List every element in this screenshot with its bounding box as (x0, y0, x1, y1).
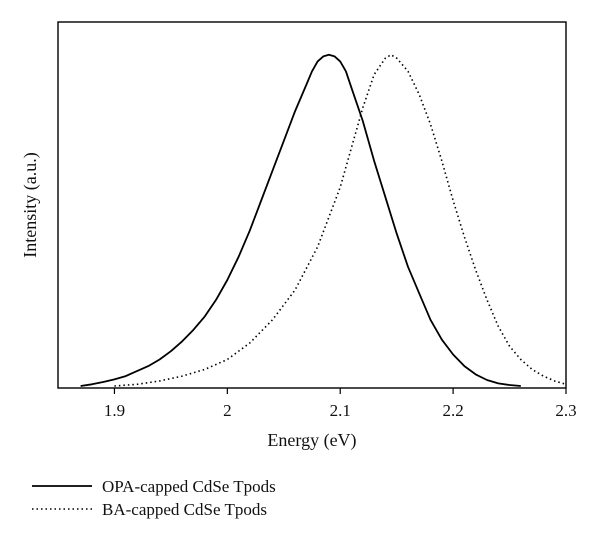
legend: OPA-capped CdSe Tpods BA-capped CdSe Tpod… (32, 477, 276, 519)
y-axis-label: Intensity (a.u.) (20, 152, 41, 257)
legend-label-2: BA-capped CdSe Tpods (102, 500, 267, 519)
x-tick-label: 2 (223, 401, 232, 420)
x-axis-ticks: 1.9 2 2.1 2.2 2.3 (104, 388, 577, 420)
series-line-1 (80, 53, 521, 387)
x-tick-label: 2.2 (442, 401, 463, 420)
x-tick-label: 2.1 (330, 401, 351, 420)
x-axis-label: Energy (eV) (267, 430, 356, 451)
x-tick-label: 2.3 (555, 401, 576, 420)
series-line-2 (114, 53, 567, 387)
series-group (80, 53, 567, 387)
plot-frame (57, 21, 567, 389)
x-tick-label: 1.9 (104, 401, 125, 420)
legend-label-1: OPA-capped CdSe Tpods (102, 477, 276, 496)
